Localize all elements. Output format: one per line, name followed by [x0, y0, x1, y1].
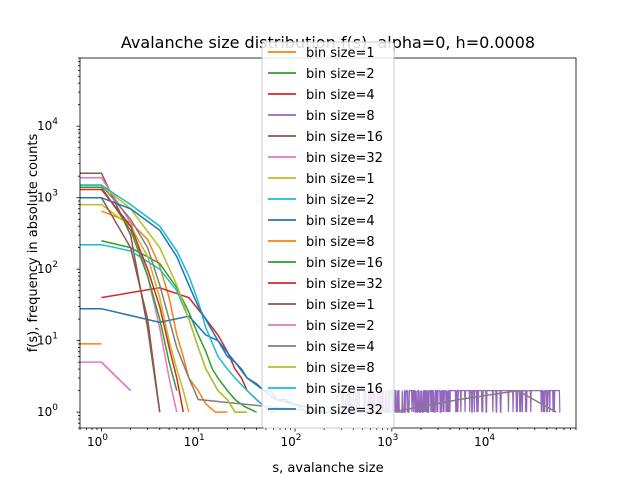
legend-entry: bin size=1 [306, 46, 375, 61]
legend-entry: bin size=16 [306, 382, 383, 397]
series-line-17 [80, 184, 277, 413]
legend: bin size=1 bin size=2 bin size=4 bin size=8… [261, 41, 395, 429]
legend-entry: bin size=8 [306, 109, 375, 124]
legend-box [261, 41, 395, 429]
legend-entry: bin size=32 [306, 151, 383, 166]
series-line-7 [80, 203, 190, 413]
legend-entry: bin size=4 [306, 88, 375, 103]
x-axis-label: s, avalanche size [272, 461, 383, 476]
series-line-14 [80, 361, 132, 392]
legend-entry: bin size=4 [306, 214, 375, 229]
series-line-1 [101, 210, 228, 413]
legend-entry: bin size=1 [306, 172, 375, 187]
legend-entry: bin size=32 [306, 403, 383, 418]
y-axis-label: f(s), frequency in absolute counts [26, 134, 41, 353]
legend-entry: bin size=2 [306, 67, 375, 82]
series-line-5 [80, 172, 161, 413]
series-line-15 [80, 184, 557, 413]
legend-entry: bin size=32 [306, 277, 383, 292]
legend-entry: bin size=8 [306, 235, 375, 250]
legend-entry: bin size=16 [306, 256, 383, 271]
legend-entry: bin size=2 [306, 319, 375, 334]
series-layer [80, 172, 561, 413]
legend-entry: bin size=1 [306, 298, 375, 313]
series-line-11 [80, 186, 178, 391]
legend-entry: bin size=4 [306, 340, 375, 355]
legend-entry: bin size=16 [306, 130, 383, 145]
legend-entry: bin size=2 [306, 193, 375, 208]
series-line-2 [101, 240, 257, 413]
legend-entry: bin size=8 [306, 361, 375, 376]
series-line-16 [80, 184, 248, 413]
series-line-12 [80, 188, 184, 413]
